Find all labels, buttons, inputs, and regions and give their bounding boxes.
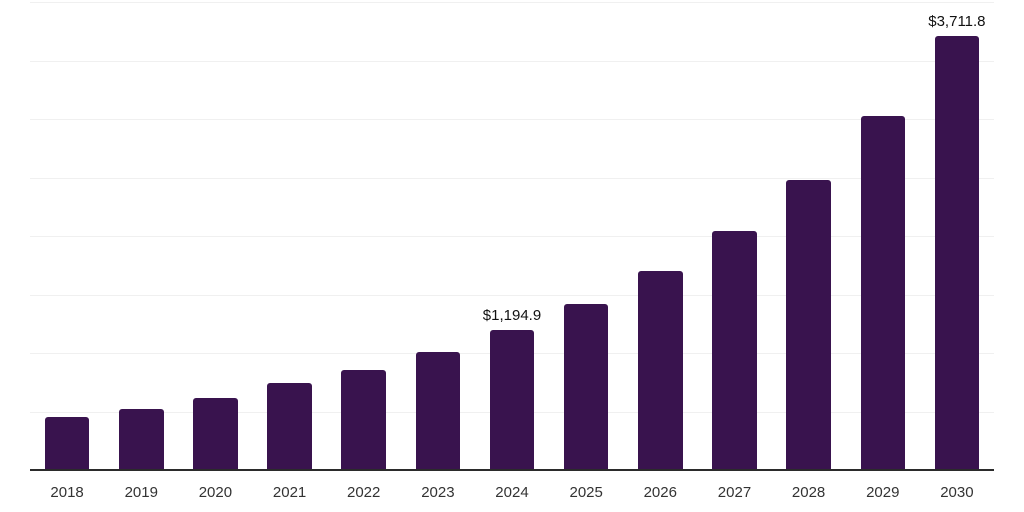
gridline bbox=[30, 2, 994, 3]
x-tick-label: 2020 bbox=[198, 484, 233, 501]
bar-2026 bbox=[638, 271, 683, 470]
bar-2025 bbox=[563, 303, 609, 470]
x-tick-label: 2021 bbox=[272, 484, 307, 501]
x-tick-label: 2029 bbox=[866, 484, 900, 501]
gridline bbox=[30, 177, 994, 179]
x-tick-label: 2027 bbox=[717, 484, 752, 501]
x-tick-label: 2023 bbox=[421, 484, 455, 501]
gridline bbox=[30, 60, 994, 62]
bar-2023 bbox=[415, 352, 461, 470]
x-tick-label: 2019 bbox=[124, 484, 158, 501]
gridline bbox=[30, 119, 994, 120]
bar-2022 bbox=[341, 370, 386, 470]
bar-2019 bbox=[119, 408, 164, 470]
x-tick-label: 2024 bbox=[495, 484, 529, 501]
bar-2029 bbox=[860, 115, 905, 470]
bar-2021 bbox=[267, 383, 312, 470]
gridline bbox=[30, 294, 994, 296]
bar-2020 bbox=[193, 397, 238, 470]
x-tick-label: 2018 bbox=[50, 484, 84, 501]
x-tick-label: 2026 bbox=[643, 484, 677, 501]
x-tick-label: 2025 bbox=[569, 484, 603, 501]
bar-2028 bbox=[786, 180, 831, 470]
value-label: $3,711.8 bbox=[928, 12, 986, 30]
bar-2030 bbox=[934, 35, 980, 470]
bar-2024 bbox=[489, 330, 535, 470]
x-axis-line bbox=[30, 469, 994, 471]
value-label: $1,194.9 bbox=[482, 307, 542, 325]
bar-2018 bbox=[44, 417, 90, 470]
x-tick-label: 2028 bbox=[791, 484, 826, 501]
bar-2027 bbox=[712, 230, 757, 470]
gridline bbox=[30, 236, 994, 237]
x-tick-label: 2022 bbox=[347, 484, 381, 501]
x-tick-label: 2030 bbox=[940, 484, 974, 501]
